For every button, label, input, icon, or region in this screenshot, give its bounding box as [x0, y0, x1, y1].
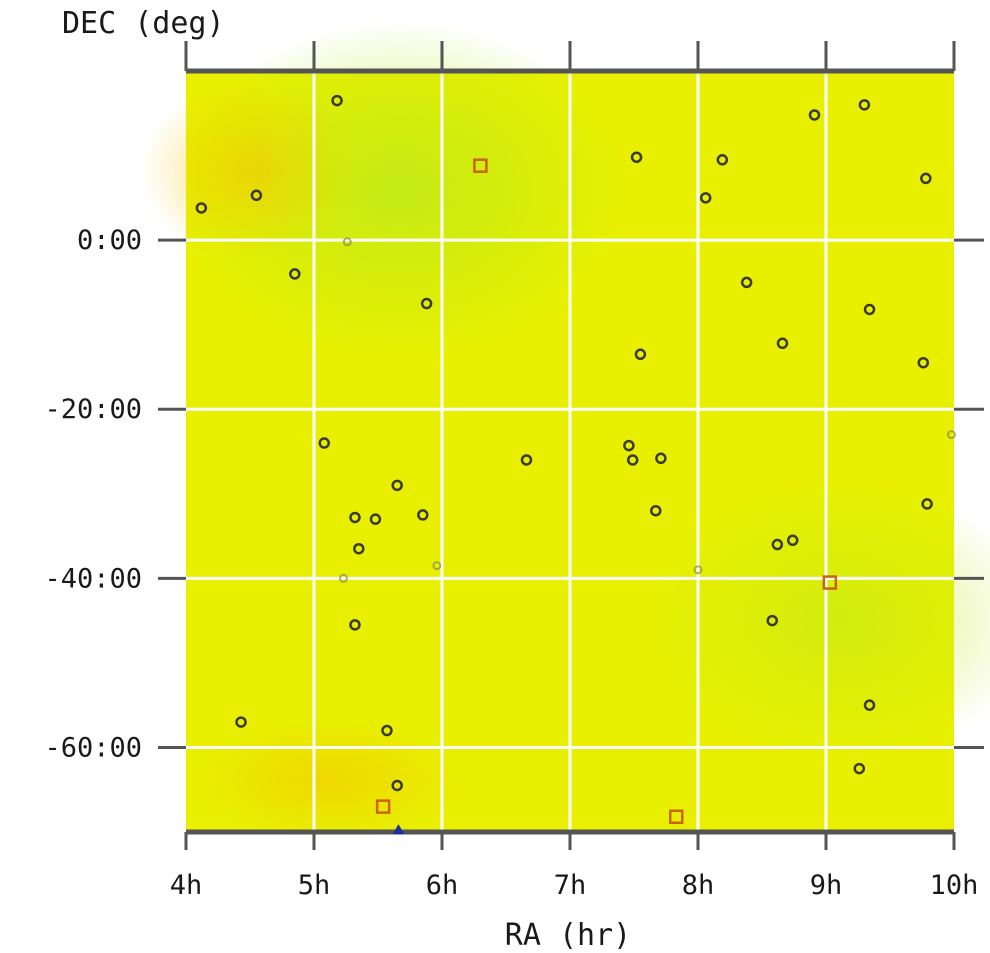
- y-tick-label: -40:00: [44, 563, 142, 594]
- data-point-circle: [858, 99, 871, 111]
- x-tick-label: 4h: [170, 870, 203, 901]
- data-point-circle: [417, 509, 429, 521]
- y-tick-label: -20:00: [44, 394, 142, 425]
- data-point-circle: [766, 614, 778, 627]
- data-point-circle: [630, 151, 643, 163]
- data-point-faint: [693, 565, 703, 575]
- axis-labels: DEC (deg) RA (hr): [62, 6, 631, 953]
- data-point-circle: [420, 297, 433, 310]
- data-point-circle: [853, 762, 866, 775]
- data-point-circle: [318, 437, 330, 449]
- data-point-circle: [771, 538, 784, 551]
- data-point-faint: [342, 237, 352, 247]
- axis-ticks: 4h 5h 6h 7h 8h 9h 10h 0:00 -20:00 -40:00 -60:00: [44, 41, 984, 901]
- x-axis-title: RA (hr): [505, 918, 631, 953]
- data-point-circle: [863, 699, 876, 711]
- data-point-square: [375, 799, 391, 814]
- plot-area-shading: [140, 80, 360, 260]
- data-point-square: [822, 575, 838, 590]
- data-point-circle: [623, 439, 635, 452]
- plot-area-shading: [190, 720, 470, 840]
- data-point-circle: [920, 172, 932, 185]
- data-point-faint: [432, 561, 442, 571]
- data-point-triangle: [392, 824, 405, 835]
- data-point-circle: [195, 202, 208, 214]
- data-point-circle: [235, 716, 247, 728]
- data-markers: [195, 94, 956, 835]
- data-point-circle: [331, 94, 343, 107]
- data-point-circle: [369, 513, 382, 525]
- x-tick-label: 5h: [298, 870, 331, 901]
- data-point-circle: [863, 303, 876, 316]
- x-tick-label: 9h: [810, 870, 843, 901]
- data-point-faint: [338, 573, 348, 583]
- data-point-circle: [391, 779, 403, 792]
- data-point-circle: [250, 189, 263, 202]
- data-point-circle: [381, 724, 393, 737]
- x-tick-label: 8h: [682, 870, 715, 901]
- data-point-circle: [520, 454, 533, 466]
- data-point-circle: [786, 534, 799, 547]
- data-point-circle: [808, 109, 821, 121]
- plot-background: [140, 20, 990, 840]
- data-point-square: [473, 158, 488, 173]
- y-tick-label: 0:00: [77, 225, 142, 256]
- data-point-circle: [699, 192, 712, 204]
- data-point-square: [668, 809, 684, 825]
- data-point-circle: [626, 454, 639, 466]
- data-point-circle: [716, 154, 729, 166]
- data-point-circle: [391, 479, 403, 492]
- data-point-circle: [740, 276, 753, 289]
- data-point-circle: [917, 356, 930, 369]
- x-tick-label: 6h: [426, 870, 459, 901]
- y-tick-label: -60:00: [44, 732, 142, 763]
- data-point-circle: [921, 498, 933, 510]
- data-point-circle: [655, 452, 667, 465]
- grid-lines: [186, 71, 954, 832]
- data-point-circle: [353, 542, 365, 555]
- data-point-circle: [776, 337, 789, 350]
- y-axis-title: DEC (deg): [62, 6, 225, 41]
- data-point-circle: [289, 268, 301, 280]
- x-tick-label: 10h: [930, 870, 979, 901]
- data-point-circle: [349, 511, 361, 524]
- data-point-circle: [650, 504, 662, 517]
- x-tick-label: 7h: [554, 870, 587, 901]
- data-point-circle: [634, 348, 647, 361]
- plot-area-shading: [640, 480, 990, 760]
- data-point-circle: [349, 619, 361, 631]
- data-point-faint: [946, 430, 956, 440]
